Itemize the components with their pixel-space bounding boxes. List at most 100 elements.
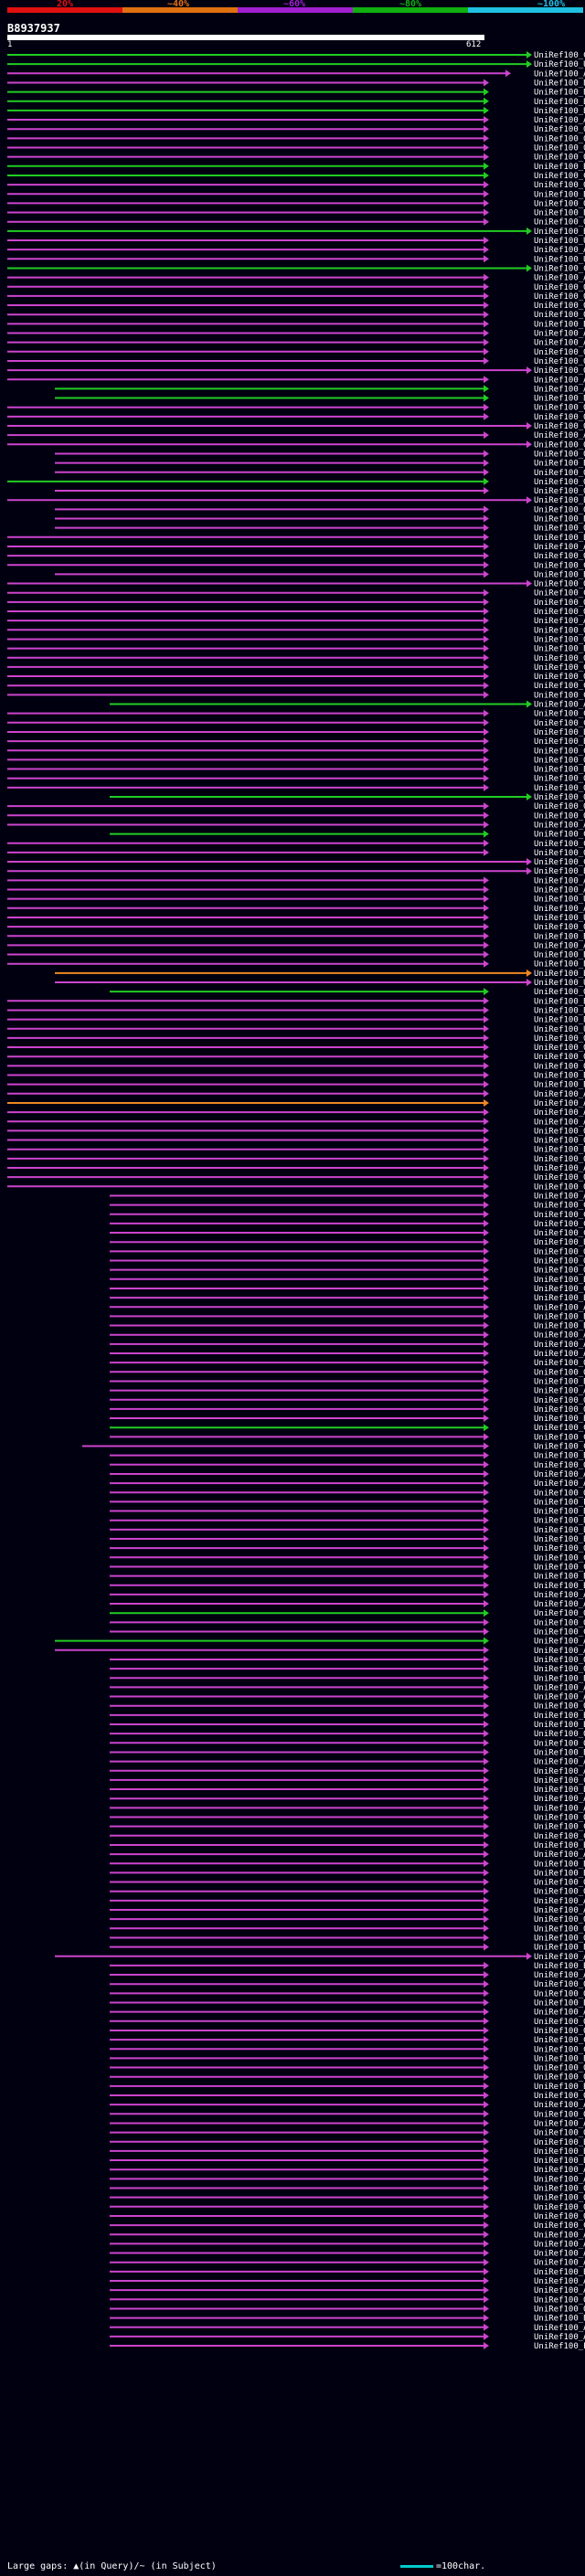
hit-row[interactable]: UniRef100_A7Q5B1 xyxy=(110,1683,585,1692)
hit-row[interactable]: UniRef100_B6SZ14 xyxy=(7,950,585,960)
hit-row[interactable]: UniRef100_Q9SEZ6 xyxy=(55,487,585,496)
hit-label[interactable]: UniRef100_B9HM54 xyxy=(534,1535,585,1544)
hit-label[interactable]: UniRef100_A9HS2L xyxy=(534,876,585,885)
hit-row[interactable]: UniRef100_A5C8Y7 xyxy=(110,1350,585,1359)
hit-label[interactable]: UniRef100_Q2VGB8 xyxy=(534,1989,585,1998)
hit-row[interactable]: UniRef100_A7PKI9 xyxy=(7,904,585,914)
hit-row[interactable]: UniRef100_A7J387 xyxy=(55,385,585,394)
hit-label[interactable]: UniRef100_UP1000... xyxy=(534,914,585,923)
hit-row[interactable]: UniRef100_A5AFF5 xyxy=(110,2286,585,2295)
hit-row[interactable]: UniRef100_B9GES1 xyxy=(110,1377,585,1386)
hit-row[interactable]: UniRef100_B6D1D2 xyxy=(7,190,585,199)
hit-label[interactable]: UniRef100_Q2SL97 xyxy=(534,1879,585,1888)
hit-label[interactable]: UniRef100_P93719 xyxy=(534,1498,585,1507)
hit-row[interactable]: UniRef100_Q39217 xyxy=(110,1544,585,1553)
hit-label[interactable]: UniRef100_UP1000... xyxy=(534,60,585,69)
hit-row[interactable]: UniRef100_A7PKI8 xyxy=(110,1340,585,1350)
hit-row[interactable]: UniRef100_C0ITH8 xyxy=(7,51,585,60)
hit-label[interactable]: UniRef100_C4J770 xyxy=(534,1211,585,1220)
hit-label[interactable]: UniRef100_B9GR50 xyxy=(534,1573,585,1582)
hit-label[interactable]: UniRef100_A5C8Y7 xyxy=(534,1350,585,1359)
hit-row[interactable]: UniRef100_UP1000... xyxy=(7,255,585,264)
hit-label[interactable]: UniRef100_Q9SU23 xyxy=(534,1656,585,1665)
hit-row[interactable]: UniRef100_C5XD49 xyxy=(110,830,585,840)
hit-label[interactable]: UniRef100_Q44289 xyxy=(534,292,585,302)
hit-label[interactable]: UniRef100_Q9LPQ6 xyxy=(534,2018,585,2027)
hit-row[interactable]: UniRef100_UP1000... xyxy=(7,1024,585,1034)
hit-label[interactable]: UniRef100_Q43614 xyxy=(534,1405,585,1415)
hit-label[interactable]: UniRef100_Q4EL2Q xyxy=(534,199,585,208)
hit-label[interactable]: UniRef100_A2YN73 xyxy=(534,1479,585,1489)
hit-row[interactable]: UniRef100_A9RWM4 xyxy=(7,821,585,830)
hit-label[interactable]: UniRef100_A9RWM4 xyxy=(534,821,585,830)
hit-row[interactable]: UniRef100_Q42375 xyxy=(7,1182,585,1192)
hit-row[interactable]: UniRef100_UP1000... xyxy=(7,913,585,923)
hit-label[interactable]: UniRef100_A2ZZE6 xyxy=(534,1470,585,1479)
hit-label[interactable]: UniRef100_Q22091 xyxy=(534,1267,585,1276)
hit-label[interactable]: UniRef100_B3U618 xyxy=(534,1452,585,1461)
hit-row[interactable]: UniRef100_Q5TL04 xyxy=(110,1887,585,1897)
hit-label[interactable]: UniRef100_Q7G9N8 xyxy=(534,2064,585,2073)
hit-row[interactable]: UniRef100_A3BLP7 xyxy=(7,1118,585,1127)
hit-row[interactable]: UniRef100_B9HYZ1 xyxy=(110,1581,585,1591)
hit-label[interactable]: UniRef100_C4J9F5 xyxy=(534,1220,585,1229)
hit-label[interactable]: UniRef100_Q6LI64 xyxy=(534,1053,585,1062)
hit-row[interactable]: UniRef100_Q4J315 xyxy=(7,774,585,784)
hit-label[interactable]: UniRef100_C5WUJ5 xyxy=(534,1433,585,1442)
hit-label[interactable]: UniRef100_Q22083 xyxy=(534,1702,585,1712)
hit-row[interactable]: UniRef100_A9MFC9 xyxy=(110,1600,585,1609)
hit-label[interactable]: UniRef100_Q9SZN6 xyxy=(534,1062,585,1071)
hit-label[interactable]: UniRef100_Q7S8P9 xyxy=(534,608,585,617)
hit-label[interactable]: UniRef100_Q22084 xyxy=(534,2073,585,2083)
hit-row[interactable]: UniRef100_Q9SEU0 xyxy=(7,134,585,143)
hit-row[interactable]: UniRef100_C5WVL8 xyxy=(7,588,585,599)
hit-row[interactable]: UniRef100_Q39N06 xyxy=(7,552,585,561)
hit-row[interactable]: UniRef100_Q42410 xyxy=(110,2211,585,2221)
hit-label[interactable]: UniRef100_Q9M9K1 xyxy=(534,2185,585,2194)
hit-label[interactable]: UniRef100_B9SSW0 xyxy=(534,645,585,654)
hit-row[interactable]: UniRef100_A6T3Q5 xyxy=(7,542,585,552)
hit-row[interactable]: UniRef100_Q5NA09 xyxy=(110,1460,585,1470)
hit-row[interactable]: UniRef100_UP1000... xyxy=(7,60,585,69)
hit-label[interactable]: UniRef100_Q9M2G2 xyxy=(534,811,585,821)
hit-label[interactable]: UniRef100_A7Q5B1 xyxy=(534,1683,585,1692)
hit-label[interactable]: UniRef100_B3P713 xyxy=(534,209,585,218)
hit-label[interactable]: UniRef100_Q10M75 xyxy=(534,1814,585,1823)
hit-label[interactable]: UniRef100_Q8L8P4 xyxy=(534,654,585,663)
hit-label[interactable]: UniRef100_A3KUA3 xyxy=(534,1971,585,1980)
hit-label[interactable]: UniRef100_Q84L70 xyxy=(534,580,585,589)
hit-row[interactable]: UniRef100_Q44176 xyxy=(55,450,585,459)
hit-label[interactable]: UniRef100_B9SFT1 xyxy=(534,1786,585,1795)
hit-label[interactable]: UniRef100_B1P540 xyxy=(534,79,585,88)
hit-label[interactable]: UniRef100_Q42375 xyxy=(534,1182,585,1192)
hit-label[interactable]: UniRef100_Q8GU74 xyxy=(534,802,585,811)
hit-label[interactable]: UniRef100_C5FFW3 xyxy=(534,172,585,181)
hit-row[interactable]: UniRef100_Q71UU8 xyxy=(7,153,585,163)
hit-row[interactable]: UniRef100_B4FHK6 xyxy=(110,2157,585,2166)
hit-row[interactable]: UniRef100_A9RZH1 xyxy=(110,1850,585,1860)
hit-row[interactable]: UniRef100_C5WW10 xyxy=(110,1831,585,1841)
hit-row[interactable]: UniRef100_B4FPS8 xyxy=(7,727,585,737)
hit-row[interactable]: UniRef100_Q8L8P4 xyxy=(7,653,585,663)
hit-label[interactable]: UniRef100_A5C9W7 xyxy=(534,2333,585,2342)
hit-row[interactable]: UniRef100_B9GI94 xyxy=(7,162,585,172)
hit-label[interactable]: UniRef100_B9RLS0 xyxy=(534,970,585,979)
hit-label[interactable]: UniRef100_P93713 xyxy=(534,2342,585,2351)
hit-row[interactable]: UniRef100_Q9SSM7 xyxy=(110,793,585,802)
hit-label[interactable]: UniRef100_A7PFX0 xyxy=(534,1387,585,1396)
hit-row[interactable]: UniRef100_B7FI58 xyxy=(55,459,585,469)
hit-row[interactable]: UniRef100_Q22087 xyxy=(110,2193,585,2203)
hit-label[interactable]: UniRef100_Q5TJD4 xyxy=(534,218,585,228)
hit-row[interactable]: UniRef100_Q3LZD5 xyxy=(7,1154,585,1164)
hit-label[interactable]: UniRef100_B0ZYX9 xyxy=(534,534,585,543)
hit-label[interactable]: UniRef100_B9HT93 xyxy=(534,1146,585,1155)
hit-row[interactable]: UniRef100_A5BQC3 xyxy=(110,1692,585,1702)
hit-row[interactable]: UniRef100_C5YYL0 xyxy=(110,2045,585,2054)
hit-label[interactable]: UniRef100_B9GRM2 xyxy=(534,932,585,941)
hit-label[interactable]: UniRef100_Q41070 xyxy=(534,1257,585,1267)
hit-label[interactable]: UniRef100_Q4LBH1 xyxy=(534,1730,585,1739)
hit-label[interactable]: UniRef100_Q22089 xyxy=(534,1359,585,1368)
hit-label[interactable]: UniRef100_B9T4E1 xyxy=(534,1860,585,1869)
hit-row[interactable]: UniRef100_B9RDG2 xyxy=(7,867,585,876)
hit-label[interactable]: UniRef100_UP1000... xyxy=(534,237,585,246)
